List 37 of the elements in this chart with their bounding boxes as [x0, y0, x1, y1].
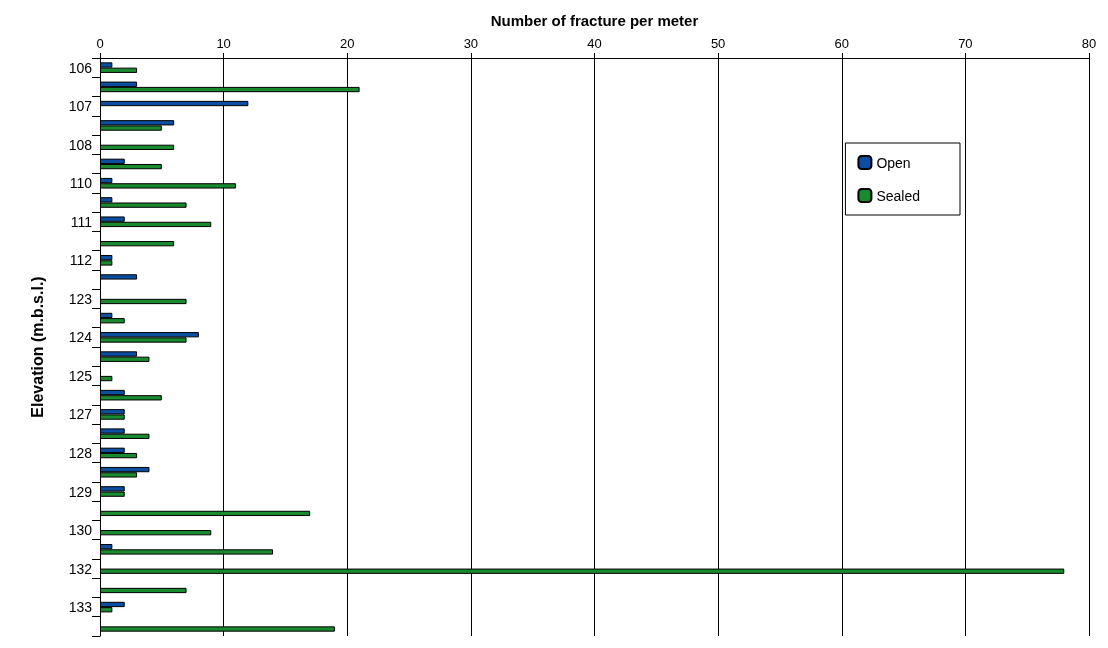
- y-tick-label: 108: [68, 136, 93, 153]
- x-tick-label: 80: [1081, 36, 1097, 51]
- bar: [100, 375, 113, 382]
- bar: [100, 530, 212, 536]
- bar: [100, 452, 138, 459]
- bar: [100, 298, 187, 305]
- legend-label: Open: [876, 154, 911, 171]
- y-tick-label: 111: [70, 213, 93, 230]
- y-tick-label: 127: [68, 406, 93, 423]
- y-tick-label: 129: [68, 483, 93, 500]
- x-tick-label: 0: [96, 36, 104, 51]
- bar: [100, 144, 175, 150]
- x-tick-label: 10: [216, 36, 231, 51]
- y-tick-label: 107: [68, 98, 93, 115]
- x-tick-label: 50: [710, 36, 726, 51]
- y-tick-label: 106: [68, 59, 93, 76]
- y-tick-label: 110: [69, 175, 93, 192]
- x-tick-label: 60: [834, 36, 849, 51]
- y-tick-label: 132: [68, 560, 93, 577]
- x-tick-label: 40: [587, 36, 602, 51]
- y-axis-title: Elevation (m.b.s.l.): [28, 276, 46, 418]
- y-tick-label: 128: [68, 444, 93, 461]
- x-tick-label: 70: [958, 36, 973, 51]
- x-tick-label: 30: [463, 36, 479, 51]
- bar: [100, 274, 138, 280]
- y-tick-label: 123: [68, 290, 93, 307]
- y-tick-label: 112: [69, 252, 93, 269]
- x-axis-title: Number of fracture per meter: [490, 12, 699, 29]
- y-tick-label: 130: [68, 522, 93, 539]
- y-tick-label: 125: [68, 367, 93, 384]
- legend-label: Sealed: [876, 187, 920, 204]
- bar: [100, 241, 175, 247]
- bar: [100, 587, 187, 594]
- bar: [100, 163, 162, 170]
- x-tick-label: 20: [340, 36, 355, 51]
- y-tick-label: 133: [68, 599, 93, 616]
- y-tick-label: 124: [68, 329, 93, 346]
